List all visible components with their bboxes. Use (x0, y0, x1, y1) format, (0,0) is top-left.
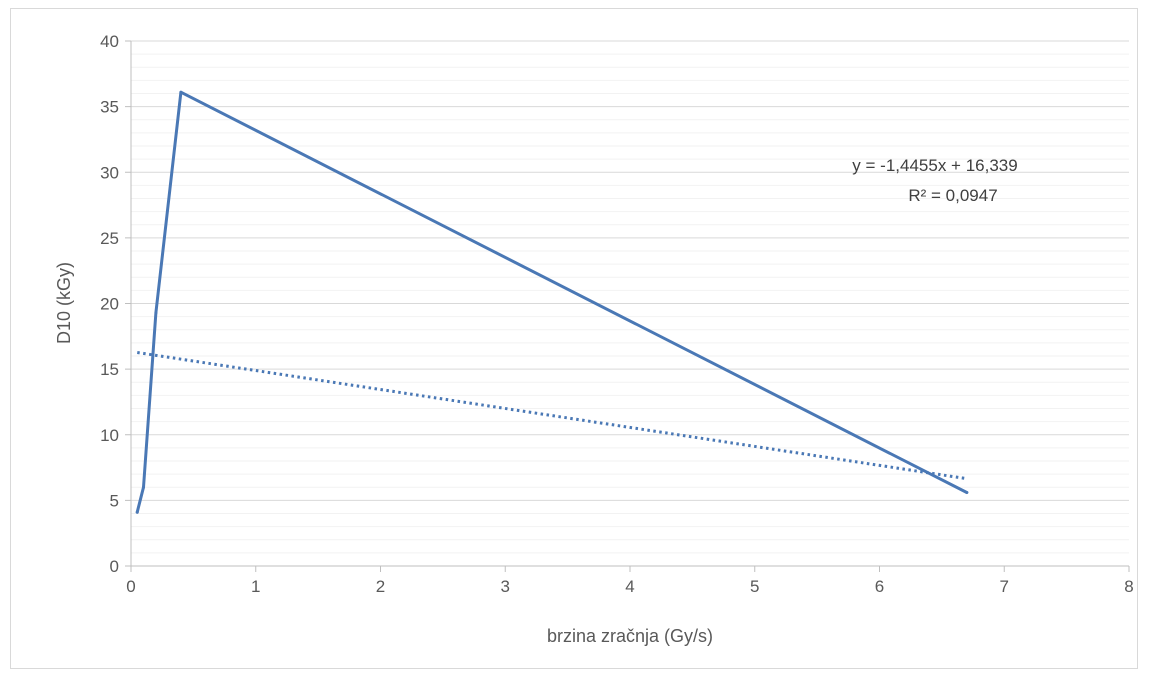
y-tick-label: 10 (100, 426, 119, 445)
tick-labels: 0 5 10 15 20 25 30 35 40 0 1 2 3 4 5 6 7 8 (100, 32, 1134, 596)
axes (125, 40, 1130, 572)
x-tick-label: 2 (376, 577, 385, 596)
x-tick-label: 1 (251, 577, 260, 596)
series-line (135, 90, 969, 514)
series-layer (135, 90, 969, 514)
data-point (141, 485, 145, 489)
y-tick-label: 40 (100, 32, 119, 51)
trendline-r2-label: R² = 0,0947 (908, 186, 997, 205)
x-tick-label: 0 (126, 577, 135, 596)
y-tick-label: 5 (110, 491, 119, 510)
x-tick-label: 5 (750, 577, 759, 596)
data-point (154, 311, 158, 315)
y-tick-label: 35 (100, 98, 119, 117)
y-tick-label: 25 (100, 229, 119, 248)
y-tick-label: 15 (100, 360, 119, 379)
y-tick-label: 30 (100, 163, 119, 182)
linear-trendline (137, 351, 968, 481)
trendline-layer (137, 351, 968, 481)
y-tick-label: 0 (110, 557, 119, 576)
x-tick-label: 7 (1000, 577, 1009, 596)
x-tick-label: 3 (501, 577, 510, 596)
chart-frame (10, 8, 1138, 669)
y-tick-label: 20 (100, 295, 119, 314)
major-gridlines (131, 40, 1129, 501)
y-axis-title: D10 (kGy) (54, 262, 74, 344)
data-point (179, 90, 183, 94)
x-tick-label: 4 (625, 577, 634, 596)
x-tick-label: 6 (875, 577, 884, 596)
data-point (965, 491, 969, 494)
x-tick-label: 8 (1124, 577, 1133, 596)
trendline-equation-label: y = -1,4455x + 16,339 (852, 156, 1017, 175)
minor-gridlines (131, 53, 1129, 554)
x-axis-title: brzina zračnja (Gy/s) (547, 626, 713, 646)
data-point (135, 510, 139, 514)
